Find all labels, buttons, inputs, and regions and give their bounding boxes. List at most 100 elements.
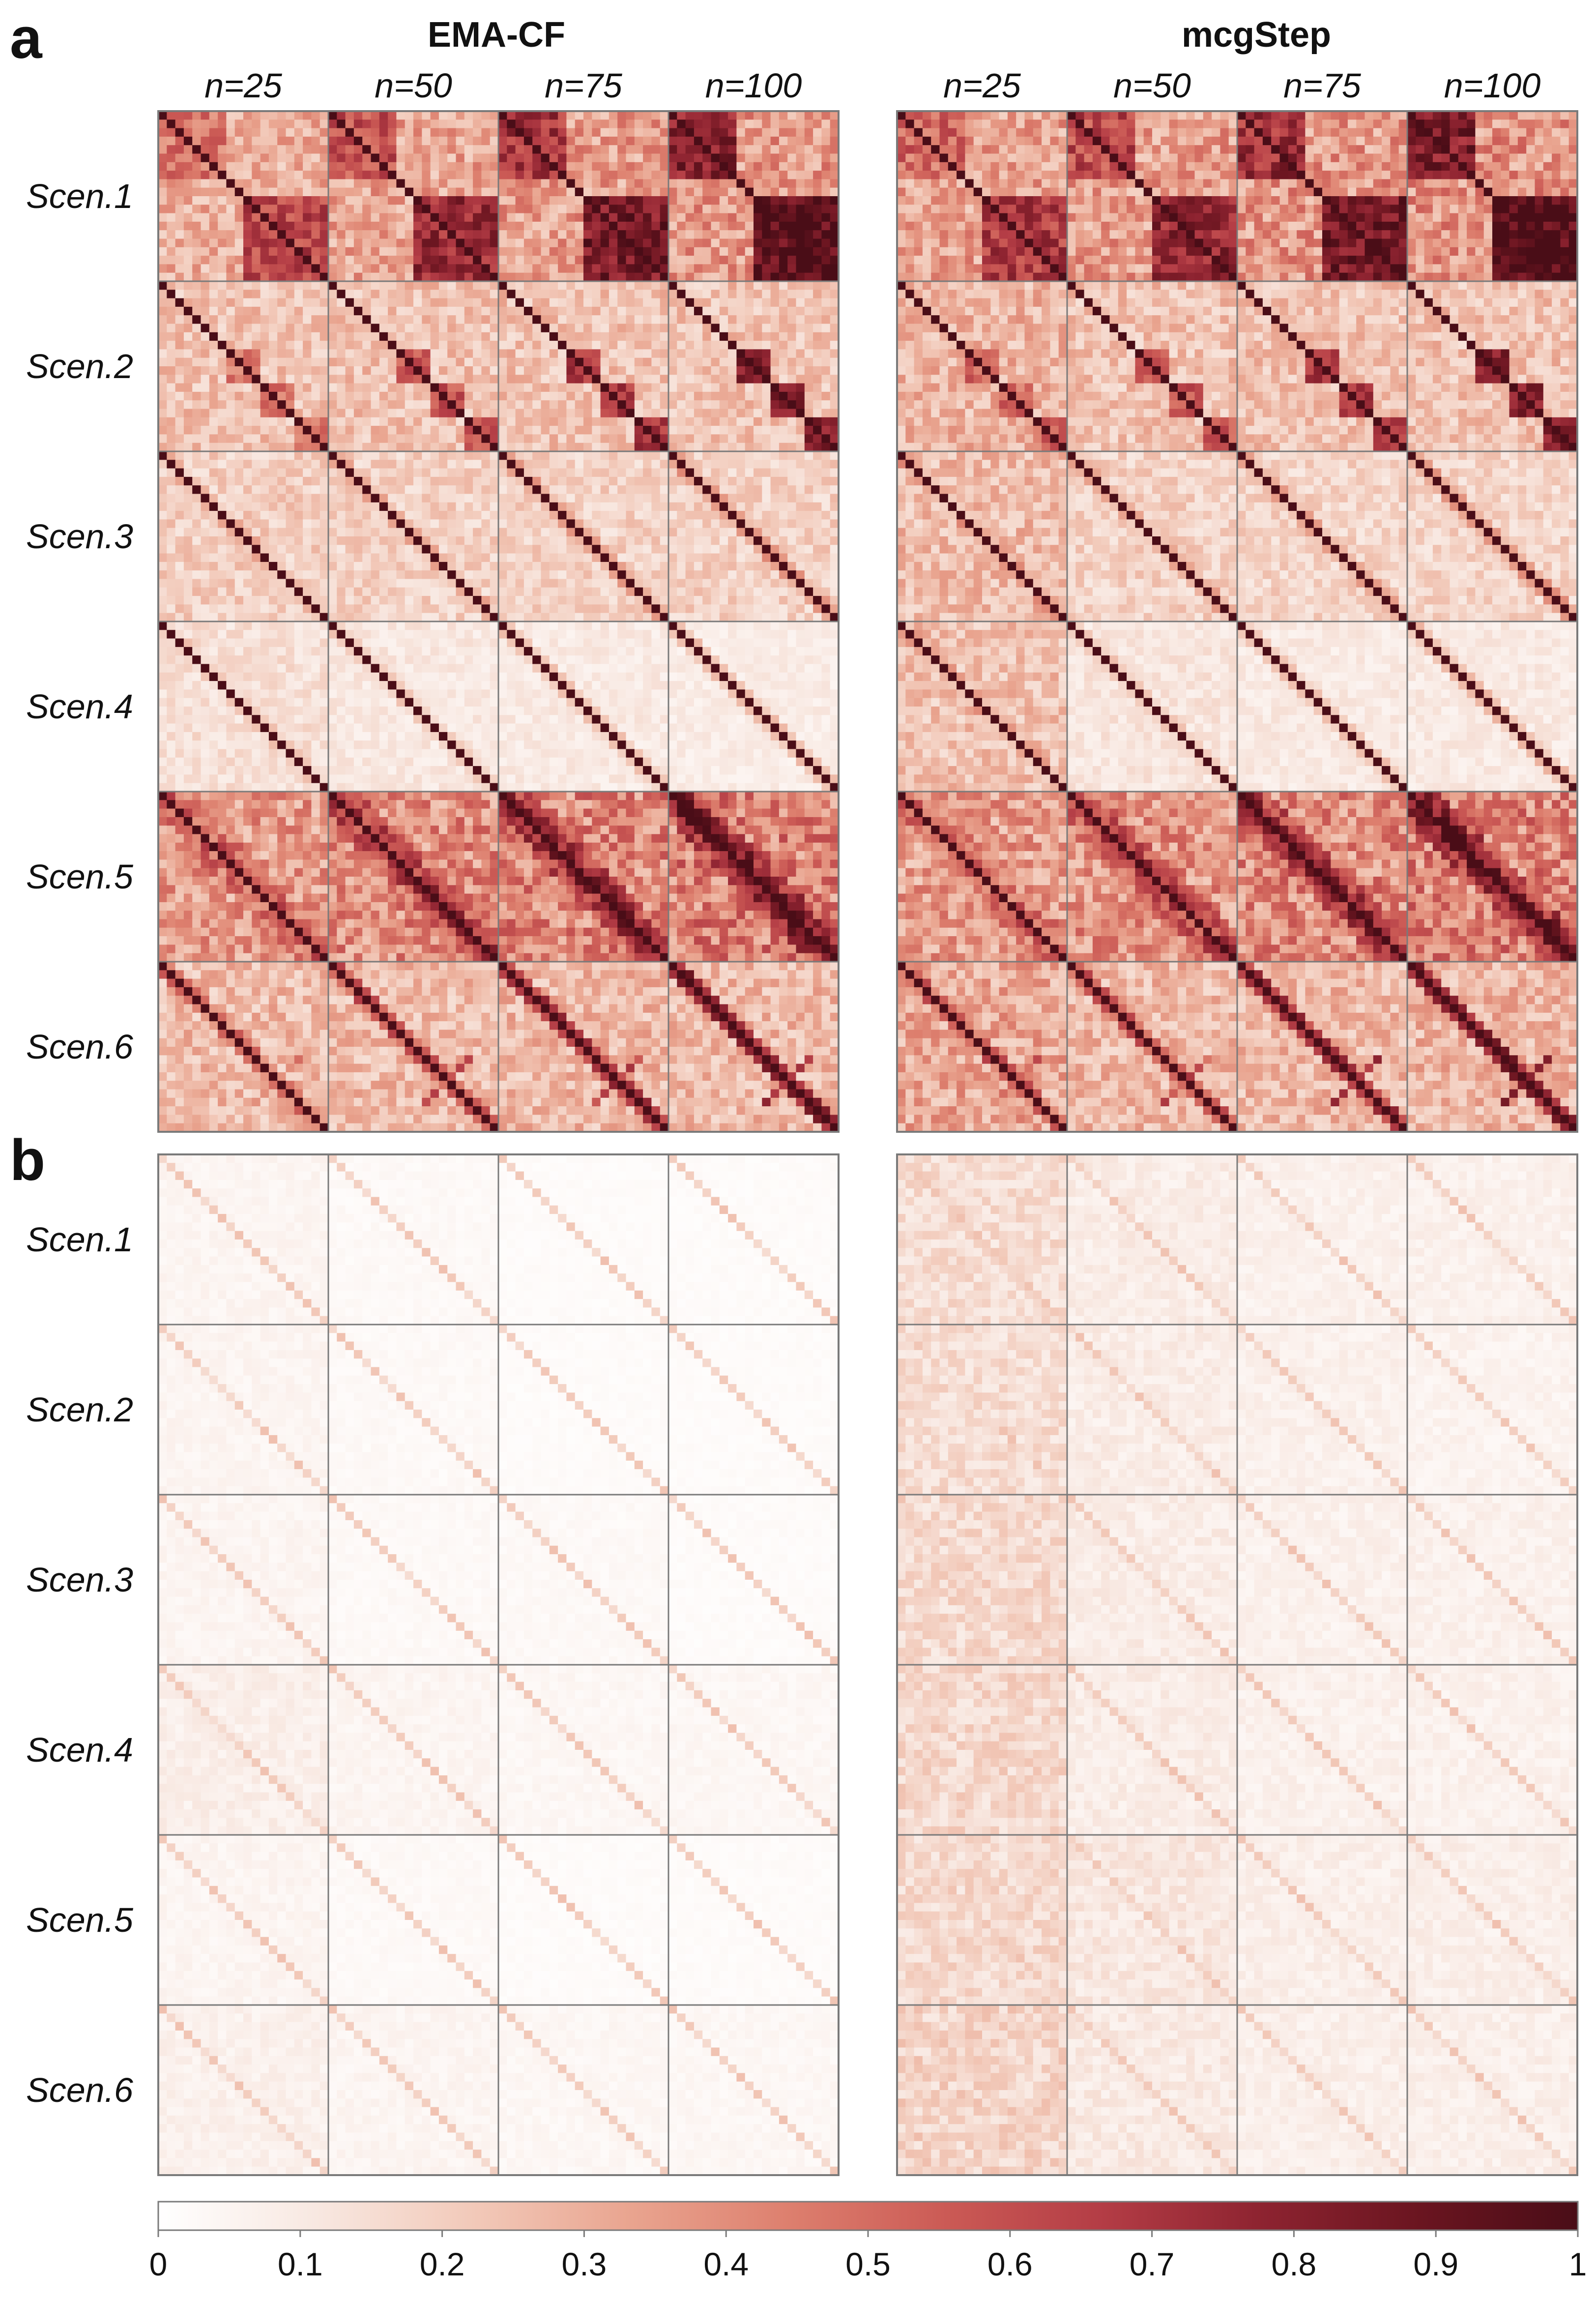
heatmap-cell xyxy=(439,264,448,273)
heatmap-cell xyxy=(379,179,388,188)
heatmap-cell xyxy=(379,111,388,120)
heatmap-cell xyxy=(328,154,337,163)
heatmap-cell xyxy=(447,179,456,188)
heatmap-cell xyxy=(261,230,269,239)
heatmap-cell xyxy=(184,213,193,222)
heatmap-cell xyxy=(566,111,575,120)
heatmap-cell xyxy=(550,145,558,154)
heatmap-cell xyxy=(192,179,201,188)
heatmap-cell xyxy=(431,239,439,248)
heatmap-cell xyxy=(558,162,567,171)
heatmap-cell xyxy=(311,111,320,120)
heatmap-cell xyxy=(635,119,643,128)
heatmap-cell xyxy=(346,111,354,120)
heatmap-cell xyxy=(431,154,439,163)
heatmap-cell xyxy=(388,145,397,154)
heatmap-cell xyxy=(311,273,320,282)
heatmap-cell xyxy=(311,137,320,146)
heatmap-cell xyxy=(277,119,286,128)
heatmap-cell xyxy=(405,230,414,239)
heatmap-cell xyxy=(362,154,371,163)
heatmap-cell xyxy=(235,171,244,179)
heatmap-cell xyxy=(498,154,507,163)
heatmap-cell xyxy=(413,145,422,154)
heatmap-cell xyxy=(303,188,312,197)
heatmap-cell xyxy=(481,247,490,256)
heatmap-cell xyxy=(320,162,329,171)
heatmap-cell xyxy=(422,256,431,265)
heatmap-cell xyxy=(379,264,388,273)
heatmap-cell xyxy=(235,145,244,154)
heatmap-cell xyxy=(447,196,456,205)
heatmap-cell xyxy=(158,256,167,265)
heatmap-cell xyxy=(481,154,490,163)
heatmap-cell xyxy=(226,273,235,282)
heatmap-cell xyxy=(405,222,414,231)
heatmap-cell xyxy=(558,128,567,137)
heatmap-cell xyxy=(243,171,252,179)
heatmap-cell xyxy=(175,273,184,282)
heatmap-cell xyxy=(192,154,201,163)
heatmap-cell xyxy=(516,128,524,137)
heatmap-cell xyxy=(269,162,278,171)
heatmap-cell xyxy=(175,111,184,120)
heatmap-cell xyxy=(328,273,337,282)
heatmap-cell xyxy=(490,171,499,179)
heatmap-cell xyxy=(235,119,244,128)
heatmap-cell xyxy=(456,111,465,120)
heatmap-cell xyxy=(286,179,295,188)
heatmap-cell xyxy=(286,196,295,205)
col-label-mcgstep-n50: n=50 xyxy=(1113,66,1191,105)
heatmap-cell xyxy=(575,145,584,154)
heatmap-cell xyxy=(346,256,354,265)
heatmap-cell xyxy=(192,137,201,146)
heatmap-cell xyxy=(184,256,193,265)
heatmap-cell xyxy=(158,128,167,137)
heatmap-cell xyxy=(337,213,346,222)
heatmap-cell xyxy=(320,256,329,265)
heatmap-cell xyxy=(209,239,218,248)
heatmap-cell xyxy=(175,154,184,163)
heatmap-cell xyxy=(294,119,303,128)
heatmap-cell xyxy=(320,111,329,120)
heatmap-cell xyxy=(362,256,371,265)
heatmap-cell xyxy=(337,196,346,205)
heatmap-cell xyxy=(209,188,218,197)
heatmap-cell xyxy=(481,145,490,154)
heatmap-cell xyxy=(354,154,363,163)
heatmap-cell xyxy=(388,188,397,197)
heatmap-cell xyxy=(490,239,499,248)
heatmap-cell xyxy=(354,171,363,179)
heatmap-cell xyxy=(226,162,235,171)
heatmap-cell xyxy=(422,196,431,205)
heatmap-cell xyxy=(320,264,329,273)
heatmap-cell xyxy=(184,264,193,273)
heatmap-cell xyxy=(575,128,584,137)
heatmap-cell xyxy=(158,162,167,171)
heatmap-cell xyxy=(490,162,499,171)
heatmap-cell xyxy=(311,256,320,265)
heatmap-cell xyxy=(532,137,541,146)
heatmap-cell xyxy=(201,196,210,205)
heatmap-cell xyxy=(201,247,210,256)
heatmap-cell xyxy=(643,154,652,163)
heatmap-cell xyxy=(201,137,210,146)
heatmap-cell xyxy=(431,171,439,179)
heatmap-cell xyxy=(524,162,533,171)
heatmap-cell xyxy=(354,128,363,137)
heatmap-cell xyxy=(261,145,269,154)
heatmap-cell xyxy=(447,137,456,146)
heatmap-cell xyxy=(575,162,584,171)
heatmap-cell xyxy=(651,154,660,163)
heatmap-cell xyxy=(201,111,210,120)
heatmap-cell xyxy=(261,205,269,213)
heatmap-cell xyxy=(294,111,303,120)
heatmap-cell xyxy=(439,230,448,239)
heatmap-cell xyxy=(235,222,244,231)
heatmap-cell xyxy=(413,256,422,265)
heatmap-cell xyxy=(303,247,312,256)
heatmap-cell xyxy=(192,205,201,213)
heatmap-cell xyxy=(235,137,244,146)
heatmap-cell xyxy=(379,256,388,265)
heatmap-cell xyxy=(243,247,252,256)
